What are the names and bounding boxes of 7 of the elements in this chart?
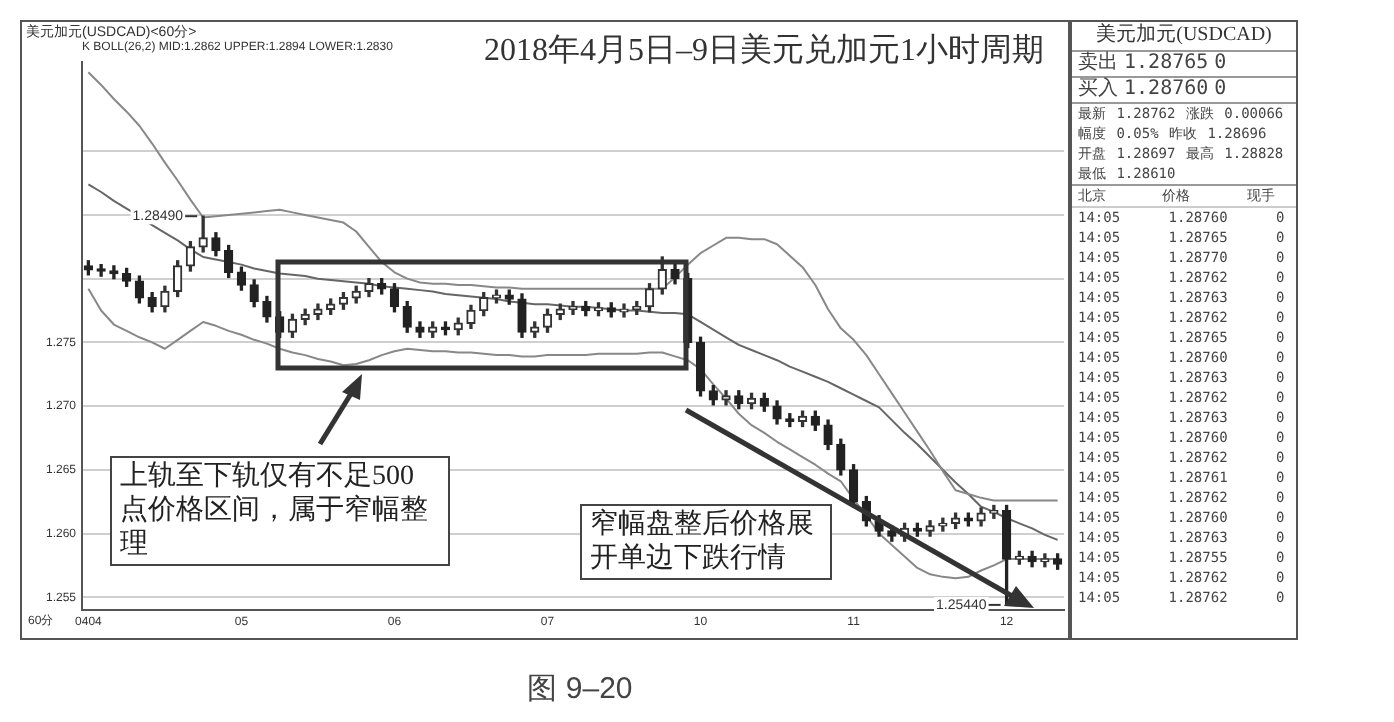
annotation: 窄幅盘整后价格展开单边下跌行情 bbox=[580, 504, 832, 580]
text: 买入 1.28760 0 bbox=[1072, 78, 1296, 104]
text: 卖出 1.28765 0 bbox=[1072, 52, 1296, 78]
chart-title: 2018年4月5日–9日美元兑加元1小时周期 bbox=[484, 31, 1044, 72]
text: 美元加元(USDCAD) bbox=[1072, 22, 1296, 52]
caption: 图 9–20 bbox=[525, 670, 635, 708]
annotation: 上轨至下轨仅有不足500点价格区间，属于窄幅整理 bbox=[110, 456, 450, 566]
